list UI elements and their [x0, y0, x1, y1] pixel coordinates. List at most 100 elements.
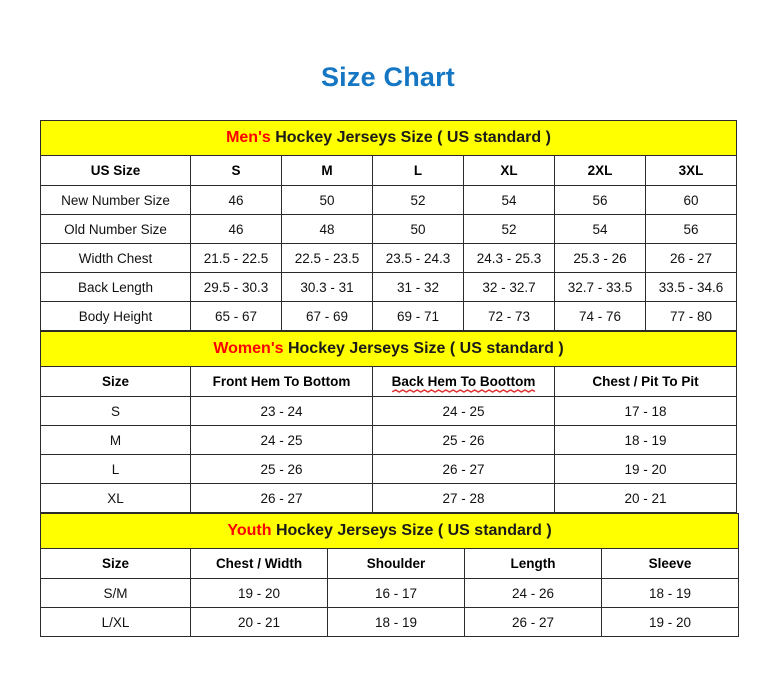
womens-cell-3-0: 26 - 27 — [190, 483, 373, 513]
youth-row-label-0: S/M — [40, 578, 191, 608]
womens-col-header-1: Front Hem To Bottom — [190, 366, 373, 397]
mens-col-header-3: L — [372, 155, 464, 186]
womens-cell-3-1: 27 - 28 — [372, 483, 555, 513]
mens-cell-4-4: 74 - 76 — [554, 301, 646, 331]
mens-cell-3-1: 30.3 - 31 — [281, 272, 373, 302]
womens-cell-0-1: 24 - 25 — [372, 396, 555, 426]
womens-cell-1-0: 24 - 25 — [190, 425, 373, 455]
mens-col-header-4: XL — [463, 155, 555, 186]
mens-cell-2-1: 22.5 - 23.5 — [281, 243, 373, 273]
mens-cell-0-2: 52 — [372, 185, 464, 215]
mens-cell-3-0: 29.5 - 30.3 — [190, 272, 282, 302]
womens-col-header-2: Back Hem To Boottom — [372, 366, 555, 397]
mens-cell-4-2: 69 - 71 — [372, 301, 464, 331]
youth-cell-0-0: 19 - 20 — [190, 578, 328, 608]
youth-size-table: Youth Hockey Jerseys Size ( US standard … — [39, 513, 740, 637]
womens-col-header-2-text: Back Hem To Boottom — [391, 374, 536, 389]
mens-col-header-5: 2XL — [554, 155, 646, 186]
mens-section-band: Men's Hockey Jerseys Size ( US standard … — [40, 120, 737, 156]
mens-cell-2-3: 24.3 - 25.3 — [463, 243, 555, 273]
youth-band-rest: Hockey Jerseys Size ( US standard ) — [271, 522, 552, 539]
youth-column-header-row: Size Chest / Width Shoulder Length Sleev… — [40, 548, 740, 579]
youth-band-accent: Youth — [227, 522, 272, 539]
mens-row-label-1: Old Number Size — [40, 214, 191, 244]
youth-row-label-1: L/XL — [40, 607, 191, 637]
womens-band-accent: Women's — [213, 340, 284, 357]
mens-cell-1-0: 46 — [190, 214, 282, 244]
mens-row-label-4: Body Height — [40, 301, 191, 331]
youth-band-cell: Youth Hockey Jerseys Size ( US standard … — [39, 513, 740, 549]
mens-cell-0-5: 60 — [645, 185, 737, 215]
womens-col-header-0: Size — [40, 366, 191, 397]
mens-column-header-row: US Size S M L XL 2XL 3XL — [40, 155, 737, 186]
womens-cell-2-2: 19 - 20 — [554, 454, 737, 484]
womens-section-band: Women's Hockey Jerseys Size ( US standar… — [40, 331, 737, 367]
table-row: Back Length 29.5 - 30.3 30.3 - 31 31 - 3… — [40, 272, 737, 302]
mens-row-label-0: New Number Size — [40, 185, 191, 215]
womens-column-header-row: Size Front Hem To Bottom Back Hem To Boo… — [40, 366, 737, 397]
mens-cell-2-0: 21.5 - 22.5 — [190, 243, 282, 273]
table-row: Old Number Size 46 48 50 52 54 56 — [40, 214, 737, 244]
mens-size-table: Men's Hockey Jerseys Size ( US standard … — [40, 120, 737, 331]
womens-cell-1-1: 25 - 26 — [372, 425, 555, 455]
womens-band-rest: Hockey Jerseys Size ( US standard ) — [283, 340, 564, 357]
youth-cell-1-2: 26 - 27 — [464, 607, 602, 637]
mens-cell-0-0: 46 — [190, 185, 282, 215]
womens-cell-2-1: 26 - 27 — [372, 454, 555, 484]
youth-section-band: Youth Hockey Jerseys Size ( US standard … — [39, 513, 740, 549]
mens-row-label-2: Width Chest — [40, 243, 191, 273]
womens-cell-1-2: 18 - 19 — [554, 425, 737, 455]
mens-table-body: Men's Hockey Jerseys Size ( US standard … — [40, 120, 737, 331]
mens-cell-1-2: 50 — [372, 214, 464, 244]
womens-row-label-1: M — [40, 425, 191, 455]
youth-col-header-2: Shoulder — [327, 548, 465, 579]
mens-cell-0-4: 56 — [554, 185, 646, 215]
mens-col-header-0: US Size — [40, 155, 191, 186]
table-row: New Number Size 46 50 52 54 56 60 — [40, 185, 737, 215]
womens-cell-2-0: 25 - 26 — [190, 454, 373, 484]
womens-cell-3-2: 20 - 21 — [554, 483, 737, 513]
mens-cell-0-1: 50 — [281, 185, 373, 215]
page-title: Size Chart — [320, 62, 456, 92]
table-row: L 25 - 26 26 - 27 19 - 20 — [40, 454, 737, 484]
youth-col-header-0: Size — [40, 548, 191, 579]
youth-cell-1-0: 20 - 21 — [190, 607, 328, 637]
youth-col-header-4: Sleeve — [600, 548, 740, 579]
womens-cell-0-0: 23 - 24 — [190, 396, 373, 426]
womens-band-cell: Women's Hockey Jerseys Size ( US standar… — [40, 331, 737, 367]
table-row: S 23 - 24 24 - 25 17 - 18 — [40, 396, 737, 426]
youth-cell-1-1: 18 - 19 — [327, 607, 465, 637]
youth-cell-1-3: 19 - 20 — [600, 607, 740, 637]
mens-cell-2-4: 25.3 - 26 — [554, 243, 646, 273]
mens-cell-4-5: 77 - 80 — [645, 301, 737, 331]
mens-cell-4-3: 72 - 73 — [463, 301, 555, 331]
mens-band-cell: Men's Hockey Jerseys Size ( US standard … — [40, 120, 737, 156]
mens-band-accent: Men's — [226, 129, 271, 146]
youth-cell-0-3: 18 - 19 — [600, 578, 740, 608]
table-row: L/XL 20 - 21 18 - 19 26 - 27 19 - 20 — [40, 607, 740, 637]
mens-row-label-3: Back Length — [40, 272, 191, 302]
mens-cell-2-2: 23.5 - 24.3 — [372, 243, 464, 273]
womens-row-label-3: XL — [40, 483, 191, 513]
mens-col-header-1: S — [190, 155, 282, 186]
mens-cell-4-0: 65 - 67 — [190, 301, 282, 331]
womens-size-table: Women's Hockey Jerseys Size ( US standar… — [40, 331, 737, 513]
table-row: Width Chest 21.5 - 22.5 22.5 - 23.5 23.5… — [40, 243, 737, 273]
spellcheck-squiggle-icon — [391, 389, 536, 393]
mens-cell-1-4: 54 — [554, 214, 646, 244]
mens-cell-3-4: 32.7 - 33.5 — [554, 272, 646, 302]
mens-cell-2-5: 26 - 27 — [645, 243, 737, 273]
mens-cell-1-3: 52 — [463, 214, 555, 244]
youth-col-header-3: Length — [464, 548, 602, 579]
womens-row-label-2: L — [40, 454, 191, 484]
mens-cell-3-2: 31 - 32 — [372, 272, 464, 302]
table-row: XL 26 - 27 27 - 28 20 - 21 — [40, 483, 737, 513]
mens-cell-1-1: 48 — [281, 214, 373, 244]
table-row: S/M 19 - 20 16 - 17 24 - 26 18 - 19 — [40, 578, 740, 608]
womens-col-header-3: Chest / Pit To Pit — [554, 366, 737, 397]
womens-row-label-0: S — [40, 396, 191, 426]
mens-cell-0-3: 54 — [463, 185, 555, 215]
misspelled-header-wrapper: Back Hem To Boottom — [391, 374, 536, 393]
womens-cell-0-2: 17 - 18 — [554, 396, 737, 426]
